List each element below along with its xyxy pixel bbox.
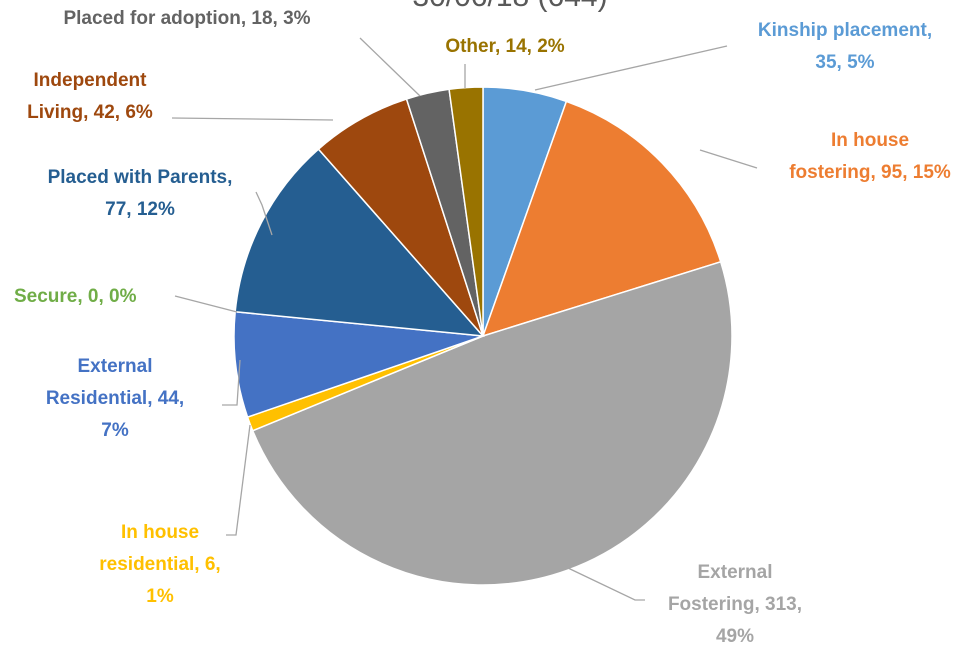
data-label-line: 35, 5%	[815, 52, 874, 73]
chart-title: 30/06/18 (644)	[412, 0, 607, 13]
data-label-line: Independent	[34, 70, 148, 91]
data-label: External Fostering, 313, 49%	[668, 562, 802, 646]
data-label-line: External	[698, 562, 773, 583]
data-label-line: In house	[121, 522, 199, 543]
leader-line	[171, 117, 334, 121]
data-label-line: External	[78, 356, 153, 377]
data-label-line: Living, 42, 6%	[27, 102, 153, 123]
data-label: Independent Living, 42, 6%	[27, 70, 153, 123]
data-label: External Residential, 44, 7%	[46, 356, 184, 441]
data-label-line: Placed with Parents,	[48, 167, 233, 188]
data-label-line: Other, 14, 2%	[445, 36, 564, 57]
data-label-line: Placed for adoption, 18, 3%	[63, 8, 310, 29]
leader-line	[226, 424, 251, 536]
leader-line	[567, 567, 645, 601]
data-label-line: residential, 6,	[99, 554, 220, 575]
leader-line	[174, 295, 238, 313]
data-label-line: Secure, 0, 0%	[14, 286, 137, 307]
data-label: Secure, 0, 0%	[14, 286, 137, 307]
data-label: Other, 14, 2%	[445, 36, 564, 57]
pie-slice	[234, 148, 485, 337]
data-label-line: 49%	[716, 626, 754, 646]
leader-line	[359, 37, 421, 97]
leader-line	[222, 359, 241, 406]
leader-line	[699, 149, 758, 169]
data-label: Kinship placement, 35, 5%	[758, 20, 932, 73]
data-label: In house residential, 6, 1%	[99, 522, 220, 607]
pie-slice	[481, 100, 722, 338]
data-label-line: In house	[831, 130, 909, 151]
data-label-line: 77, 12%	[105, 199, 175, 220]
leader-line	[255, 191, 273, 236]
pie-slice	[251, 260, 733, 586]
data-label-line: fostering, 95, 15%	[789, 162, 951, 183]
data-label: Placed with Parents, 77, 12%	[48, 167, 233, 220]
data-label-line: Residential, 44,	[46, 388, 184, 409]
pie-slice	[233, 310, 484, 419]
leader-line	[534, 45, 728, 91]
data-label: In house fostering, 95, 15%	[789, 130, 951, 183]
pie-slice	[448, 86, 484, 337]
data-label-line: Kinship placement,	[758, 20, 932, 41]
data-label-line: 1%	[146, 586, 174, 607]
data-label-line: 7%	[101, 420, 129, 441]
data-label: Placed for adoption, 18, 3%	[63, 8, 310, 29]
data-label-line: Fostering, 313,	[668, 594, 802, 615]
